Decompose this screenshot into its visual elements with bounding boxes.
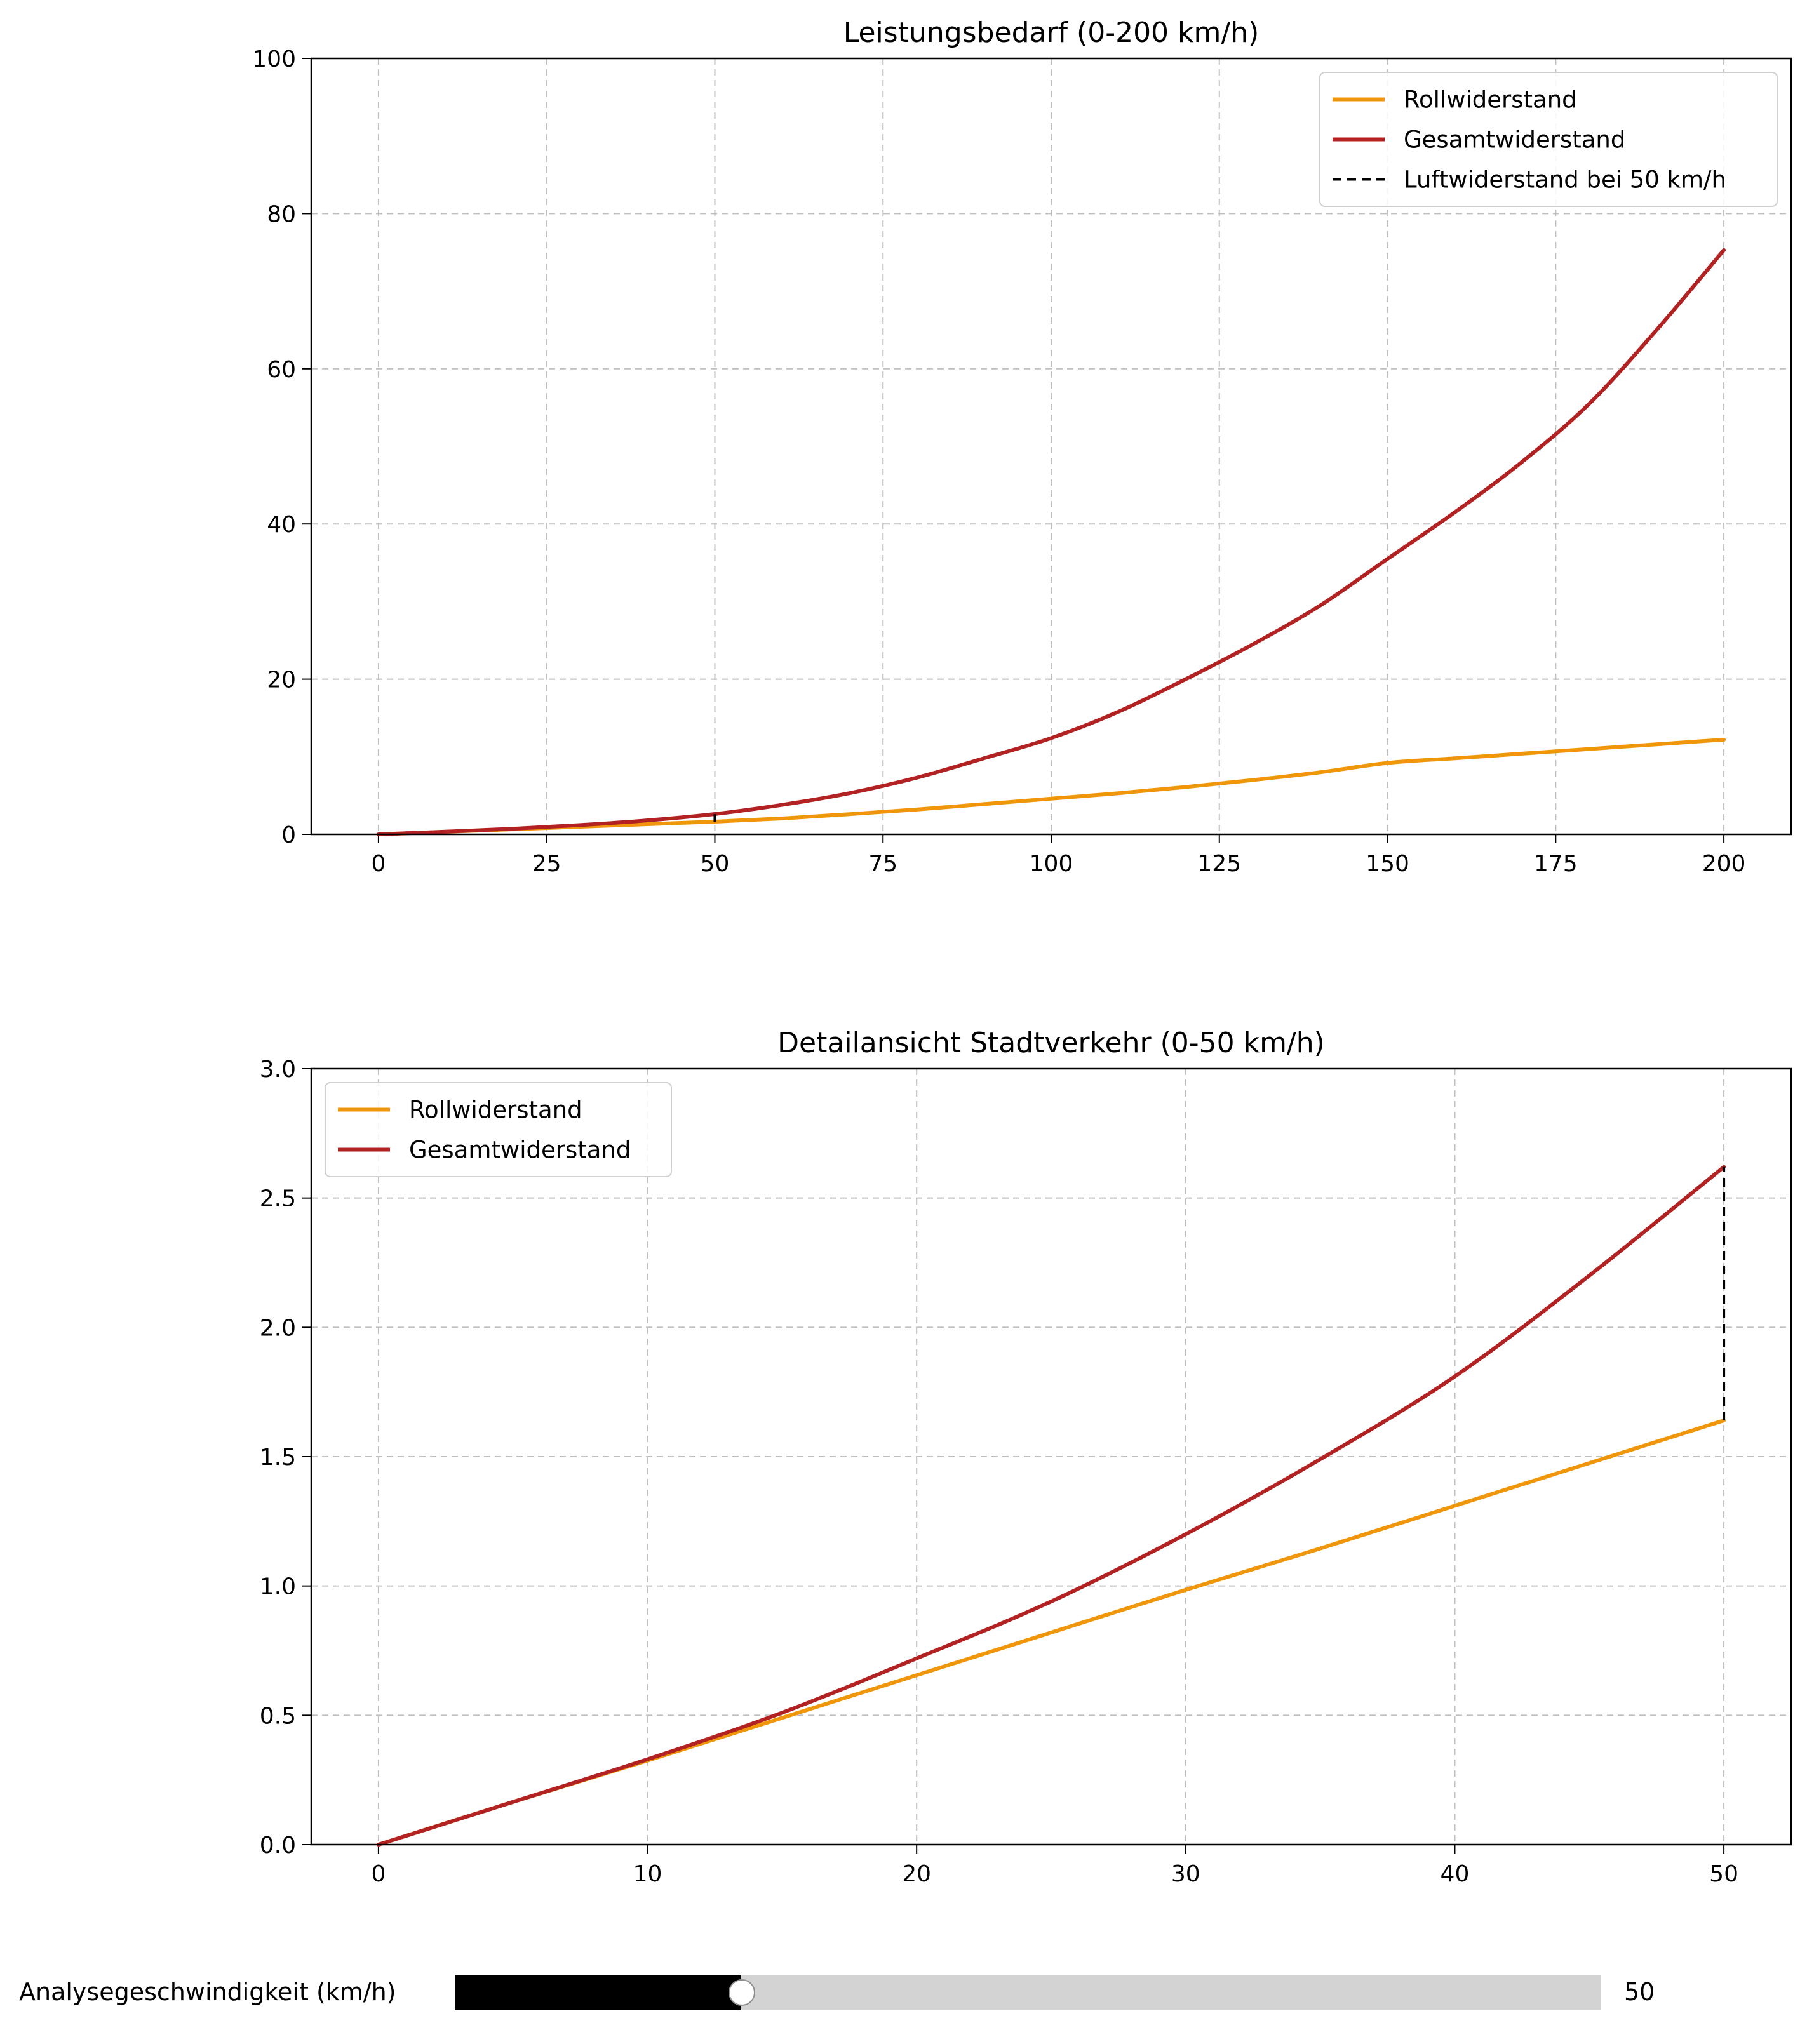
x-tick-label: 50 [1709,1861,1738,1887]
slider-value: 50 [1624,1978,1655,2006]
slider-label: Analysegeschwindigkeit (km/h) [19,1978,396,2006]
y-tick-label: 0 [281,822,296,848]
x-tick-label: 175 [1534,851,1578,877]
y-tick-label: 2.5 [260,1186,296,1212]
series-line-total [376,1165,1726,1847]
x-tick-label: 20 [902,1861,931,1887]
legend-box [325,1082,672,1177]
chart-title: Detailansicht Stadtverkehr (0-50 km/h) [777,1027,1325,1059]
y-tick-label: 1.5 [260,1445,296,1471]
y-tick-label: 2.0 [260,1315,296,1341]
chart-panel-1: 0 25 50 75 100 125 150 175 200 0 20 40 60 80 100 Leistu… [252,17,1792,877]
x-tick-label: 30 [1171,1861,1200,1887]
legend-label: Gesamtwiderstand [409,1137,631,1164]
legend-label: Luftwiderstand bei 50 km/h [1404,166,1726,194]
slider-handle[interactable] [729,1979,755,2006]
chart-panel-2: 0 10 20 30 40 50 0.0 0.5 1.0 1.5 2.0 2.5 3.0 Detailan… [260,1027,1792,1887]
speed-slider[interactable] [455,1975,1601,2010]
legend: Rollwiderstand Gesamtwiderstand Luftwiders… [1319,72,1778,207]
x-tick-label: 150 [1366,851,1409,877]
series-line-total [376,248,1726,836]
slider-fill [455,1975,741,2010]
x-tick-label: 125 [1197,851,1241,877]
x-tick-label: 0 [371,1861,386,1887]
y-tick-label: 0.0 [260,1833,296,1859]
x-tick-label: 40 [1441,1861,1470,1887]
x-tick-label: 200 [1702,851,1746,877]
legend: Rollwiderstand Gesamtwiderstand [325,1082,672,1177]
legend-label: Rollwiderstand [409,1097,582,1124]
y-tick-label: 3.0 [260,1057,296,1083]
chart-title: Leistungsbedarf (0-200 km/h) [843,17,1260,49]
y-tick-label: 80 [267,201,296,227]
x-tick-label: 10 [633,1861,662,1887]
y-tick-label: 40 [267,512,296,538]
legend-label: Gesamtwiderstand [1404,126,1625,154]
axes-frame [310,1067,1792,1846]
y-tick-label: 1.0 [260,1574,296,1600]
x-tick-label: 25 [532,851,561,877]
legend-box [1319,72,1778,207]
axes-frame [310,57,1792,836]
figure: 0 25 50 75 100 125 150 175 200020406080100Leistu… [252,17,1792,1887]
y-tick-label: 0.5 [260,1703,296,1729]
series-line-rolling [376,737,1726,836]
x-tick-label: 0 [371,851,386,877]
x-tick-label: 50 [701,851,730,877]
y-tick-label: 100 [252,46,296,72]
legend-label: Rollwiderstand [1404,86,1577,114]
y-tick-label: 20 [267,667,296,693]
y-tick-label: 60 [267,357,296,383]
x-tick-label: 100 [1030,851,1073,877]
x-tick-label: 75 [868,851,897,877]
